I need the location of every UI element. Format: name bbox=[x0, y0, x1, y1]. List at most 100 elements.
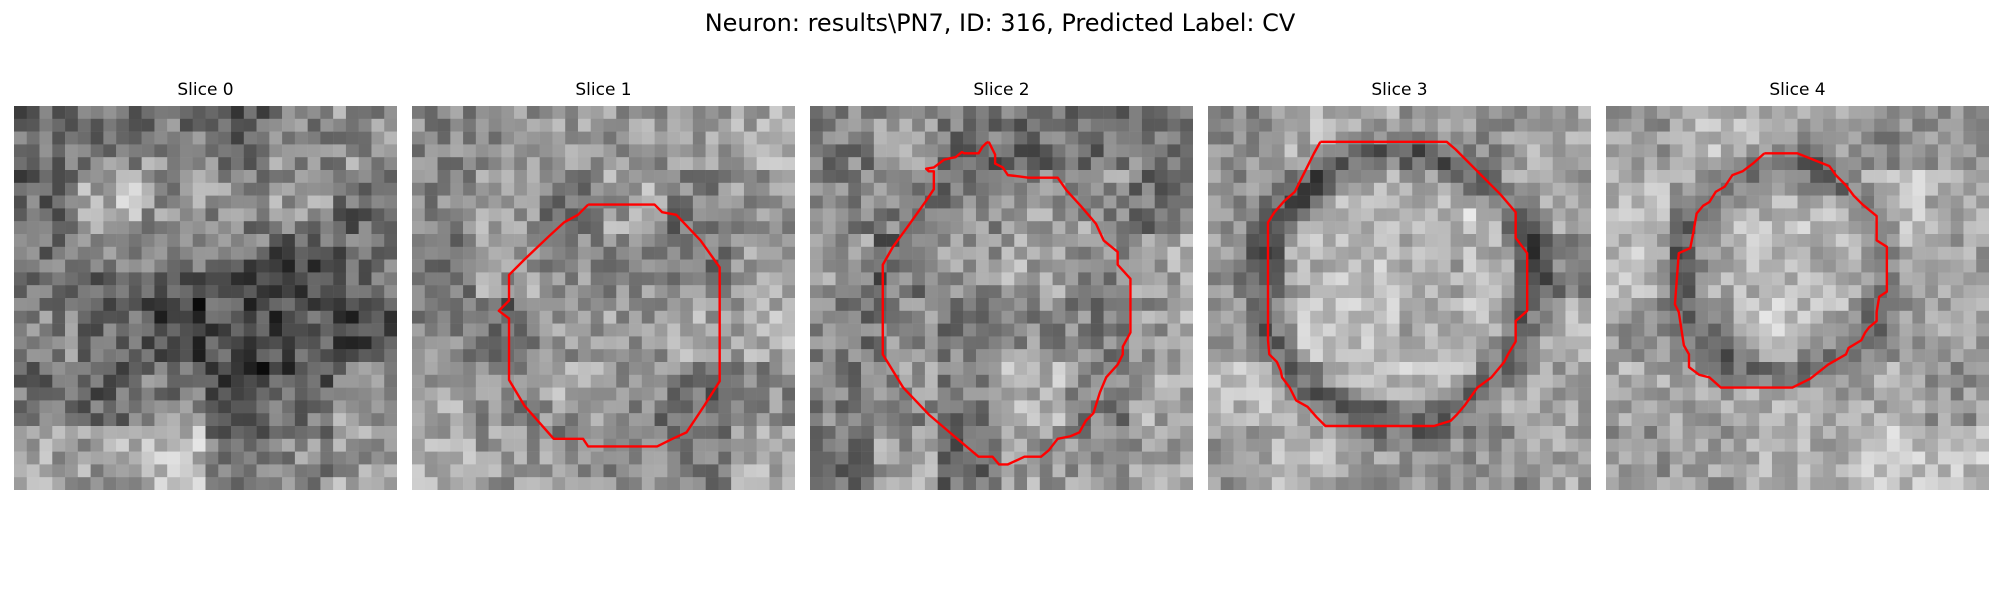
pixel bbox=[1823, 208, 1837, 222]
pixel bbox=[514, 118, 528, 132]
pixel bbox=[384, 426, 397, 440]
pixel bbox=[1488, 400, 1502, 414]
pixel bbox=[1552, 477, 1566, 490]
pixel bbox=[1090, 285, 1104, 299]
pixel bbox=[1657, 400, 1671, 414]
pixel bbox=[1963, 157, 1977, 171]
pixel bbox=[975, 285, 989, 299]
pixel bbox=[641, 400, 655, 414]
pixel bbox=[937, 362, 951, 376]
pixel bbox=[1937, 208, 1951, 222]
pixel bbox=[756, 234, 770, 248]
pixel bbox=[616, 144, 630, 158]
pixel bbox=[1014, 195, 1028, 209]
pixel bbox=[1259, 195, 1273, 209]
pixel bbox=[1514, 131, 1528, 145]
pixel bbox=[1065, 106, 1079, 120]
pixel bbox=[1552, 310, 1566, 324]
pixel bbox=[1823, 336, 1837, 350]
pixel bbox=[1001, 285, 1015, 299]
pixel bbox=[1348, 144, 1362, 158]
pixel bbox=[450, 413, 464, 427]
pixel bbox=[912, 208, 926, 222]
pixel bbox=[1141, 387, 1155, 401]
pixel bbox=[937, 144, 951, 158]
pixel bbox=[1708, 323, 1722, 337]
pixel bbox=[963, 426, 977, 440]
pixel bbox=[641, 426, 655, 440]
pixel bbox=[1220, 349, 1234, 363]
pixel bbox=[603, 451, 617, 465]
pixel bbox=[1501, 374, 1515, 388]
pixel bbox=[1657, 310, 1671, 324]
pixel bbox=[1925, 362, 1939, 376]
pixel bbox=[463, 208, 477, 222]
pixel bbox=[1090, 310, 1104, 324]
pixel bbox=[1618, 234, 1632, 248]
pixel bbox=[1886, 400, 1900, 414]
pixel bbox=[1154, 157, 1168, 171]
pixel bbox=[269, 208, 283, 222]
pixel bbox=[1361, 349, 1375, 363]
pixel bbox=[718, 477, 732, 490]
slice-pixels-0 bbox=[14, 106, 397, 490]
pixel bbox=[1631, 374, 1645, 388]
pixel bbox=[1797, 285, 1811, 299]
pixel bbox=[475, 106, 489, 120]
pixel bbox=[1208, 118, 1222, 132]
pixel bbox=[782, 118, 795, 132]
pixel bbox=[1259, 118, 1273, 132]
pixel bbox=[526, 118, 540, 132]
pixel bbox=[1874, 259, 1888, 273]
pixel bbox=[1963, 118, 1977, 132]
pixel bbox=[603, 208, 617, 222]
pixel bbox=[1950, 413, 1964, 427]
pixel bbox=[1208, 131, 1222, 145]
pixel bbox=[1335, 362, 1349, 376]
pixel bbox=[243, 400, 257, 414]
pixel bbox=[937, 323, 951, 337]
pixel bbox=[1618, 157, 1632, 171]
pixel bbox=[937, 298, 951, 312]
pixel bbox=[116, 221, 130, 235]
pixel bbox=[1103, 170, 1117, 184]
pixel bbox=[873, 362, 887, 376]
pixel bbox=[205, 310, 219, 324]
pixel bbox=[590, 426, 604, 440]
pixel bbox=[320, 157, 334, 171]
pixel bbox=[1399, 310, 1413, 324]
pixel bbox=[1963, 387, 1977, 401]
pixel bbox=[963, 387, 977, 401]
pixel bbox=[1103, 272, 1117, 286]
pixel bbox=[1065, 362, 1079, 376]
pixel bbox=[1835, 118, 1849, 132]
pixel bbox=[514, 438, 528, 452]
pixel bbox=[26, 131, 40, 145]
pixel bbox=[1861, 195, 1875, 209]
pixel bbox=[116, 464, 130, 478]
pixel bbox=[294, 323, 308, 337]
pixel bbox=[1886, 413, 1900, 427]
pixel bbox=[1797, 451, 1811, 465]
pixel bbox=[294, 426, 308, 440]
pixel bbox=[358, 374, 372, 388]
pixel bbox=[1180, 349, 1193, 363]
pixel bbox=[345, 144, 359, 158]
pixel bbox=[1233, 131, 1247, 145]
pixel bbox=[333, 438, 347, 452]
pixel bbox=[1039, 144, 1053, 158]
pixel bbox=[1539, 413, 1553, 427]
pixel bbox=[1399, 451, 1413, 465]
pixel bbox=[1810, 208, 1824, 222]
pixel bbox=[1771, 426, 1785, 440]
pixel bbox=[899, 259, 913, 273]
pixel bbox=[731, 246, 745, 260]
pixel bbox=[756, 106, 770, 120]
pixel bbox=[782, 246, 795, 260]
pixel bbox=[488, 336, 502, 350]
pixel bbox=[1976, 477, 1989, 490]
pixel bbox=[950, 400, 964, 414]
pixel bbox=[1476, 374, 1490, 388]
pixel bbox=[1090, 208, 1104, 222]
pixel bbox=[577, 272, 591, 286]
